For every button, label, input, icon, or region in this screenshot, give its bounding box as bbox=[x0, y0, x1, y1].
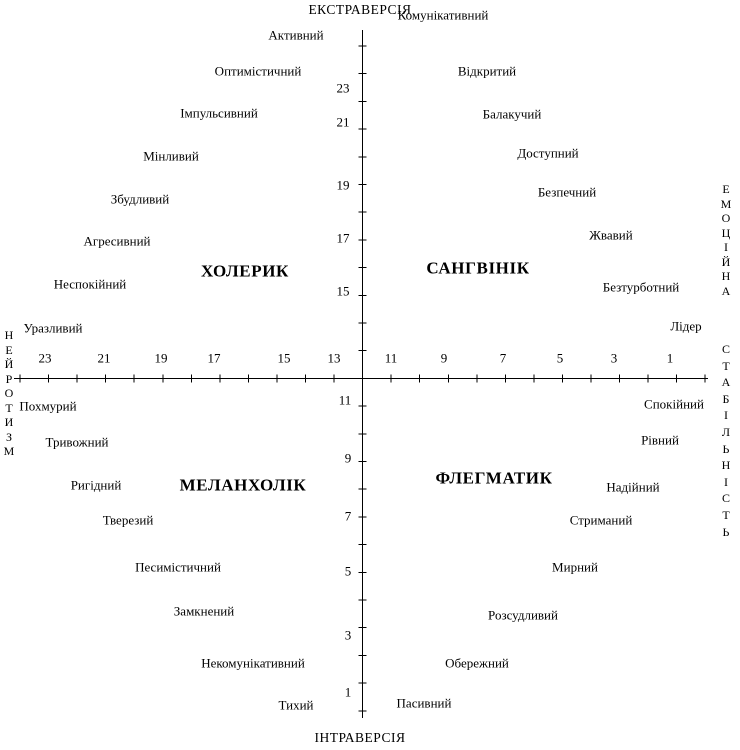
trait-label: Тверезий bbox=[102, 512, 154, 528]
tick-label: 3 bbox=[610, 350, 618, 366]
tick-label: 9 bbox=[344, 450, 352, 466]
trait-label: Оптимістичний bbox=[214, 63, 302, 79]
tick-label: 1 bbox=[666, 350, 674, 366]
tick-label: 11 bbox=[338, 392, 352, 408]
tick-label: 21 bbox=[336, 114, 350, 130]
trait-label: Збудливий bbox=[110, 191, 170, 207]
trait-label: Лідер bbox=[670, 318, 702, 334]
tick-label: 5 bbox=[344, 563, 352, 579]
tick-label: 9 bbox=[440, 350, 448, 366]
tick-label: 19 bbox=[154, 350, 168, 366]
trait-label: Пасивний bbox=[396, 695, 452, 711]
trait-label: Безпечний bbox=[537, 184, 597, 200]
trait-label: Жвавий bbox=[589, 227, 633, 243]
trait-label: Спокійний bbox=[644, 396, 704, 412]
trait-label: Ригідний bbox=[70, 477, 122, 493]
trait-label: Песимістичний bbox=[135, 559, 221, 575]
trait-label: Некомунікативний bbox=[201, 655, 305, 671]
trait-label: Розсудливий bbox=[488, 607, 558, 623]
trait-label: Обережний bbox=[445, 655, 509, 671]
trait-label: Тривожний bbox=[45, 434, 109, 450]
trait-label: Доступний bbox=[517, 145, 579, 161]
trait-label: Похмурий bbox=[19, 398, 77, 414]
tick-label: 5 bbox=[556, 350, 564, 366]
tick-label: 15 bbox=[336, 283, 350, 299]
trait-label: Замкнений bbox=[173, 603, 235, 619]
trait-label: Агресивний bbox=[83, 233, 151, 249]
tick-label: 17 bbox=[207, 350, 221, 366]
tick-label: 23 bbox=[336, 80, 350, 96]
trait-label: Неспокійний bbox=[53, 276, 127, 292]
quadrant-title-choleric: ХОЛЕРИК bbox=[201, 261, 289, 281]
trait-label: Відкритий bbox=[457, 63, 517, 79]
tick-label: 23 bbox=[38, 350, 52, 366]
trait-label: Імпульсивний bbox=[180, 105, 258, 121]
trait-label: Рівний bbox=[641, 432, 679, 448]
tick-label: 11 bbox=[384, 350, 398, 366]
trait-label: Стриманий bbox=[569, 512, 633, 528]
tick-label: 13 bbox=[327, 350, 341, 366]
tick-label: 15 bbox=[277, 350, 291, 366]
tick-label: 21 bbox=[97, 350, 111, 366]
trait-label: Надійний bbox=[606, 479, 660, 495]
trait-label: Тихий bbox=[278, 697, 314, 713]
tick-label: 3 bbox=[344, 627, 352, 643]
trait-label: Уразливий bbox=[23, 320, 83, 336]
trait-label: Комунікативний bbox=[397, 7, 489, 23]
tick-label: 7 bbox=[499, 350, 507, 366]
tick-label: 17 bbox=[336, 230, 350, 246]
tick-label: 7 bbox=[344, 508, 352, 524]
quadrant-title-melancholic: МЕЛАНХОЛІК bbox=[179, 475, 307, 495]
trait-label: Балакучий bbox=[482, 106, 542, 122]
trait-label: Мінливий bbox=[143, 148, 199, 164]
quadrant-title-sanguine: САНГВІНІК bbox=[426, 258, 530, 278]
tick-label: 19 bbox=[336, 177, 350, 193]
tick-label: 1 bbox=[344, 684, 352, 700]
trait-label: Мирний bbox=[552, 559, 598, 575]
quadrant-title-phlegmatic: ФЛЕГМАТИК bbox=[435, 468, 553, 488]
axis-label-extraversion: ЕКСТРАВЕРСІЯ bbox=[308, 2, 412, 17]
trait-label: Безтурботний bbox=[602, 279, 680, 295]
trait-label: Активний bbox=[268, 27, 324, 43]
axis-label-introversion: ІНТРАВЕРСІЯ bbox=[314, 730, 406, 745]
